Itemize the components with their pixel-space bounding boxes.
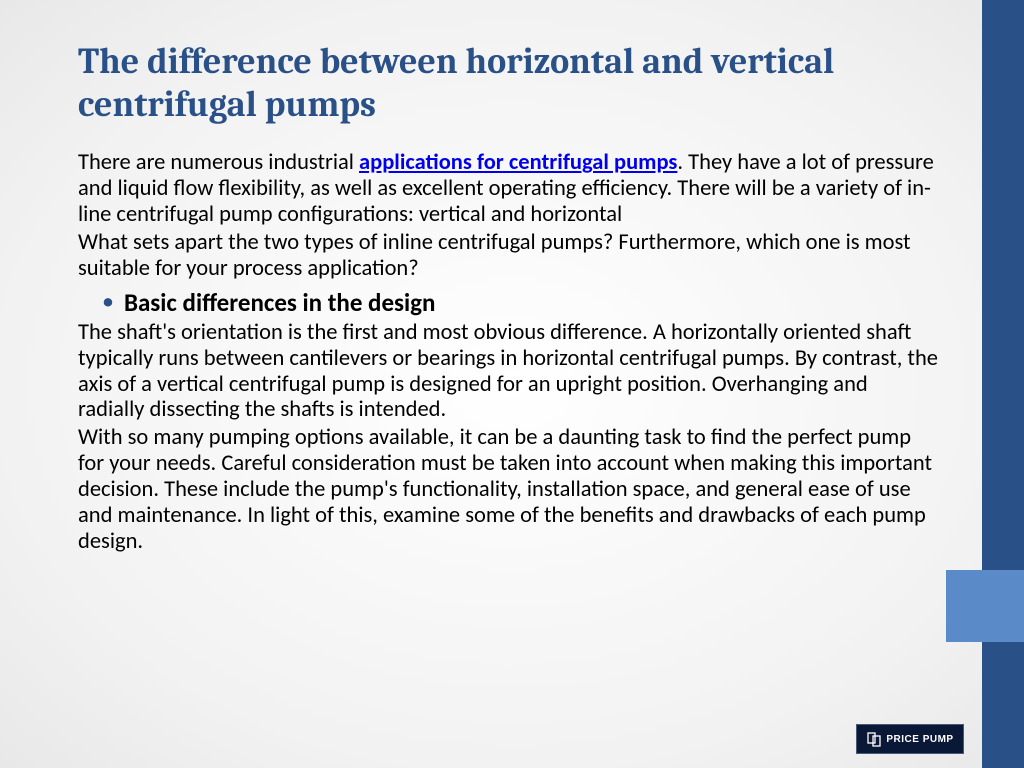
- paragraph-4: With so many pumping options available, …: [78, 425, 938, 554]
- bullet-item-1: • Basic differences in the design: [78, 288, 938, 318]
- slide-title: The difference between horizontal and ve…: [78, 40, 938, 126]
- sidebar-light-block: [946, 570, 1024, 642]
- bullet-dot-icon: •: [102, 288, 114, 318]
- slide-content: The difference between horizontal and ve…: [78, 40, 938, 557]
- centrifugal-pumps-link[interactable]: applications for centrifugal pumps: [359, 149, 677, 176]
- bullet-1-text: Basic differences in the design: [124, 288, 436, 318]
- logo-text: PRICE PUMP: [886, 734, 953, 745]
- pump-icon: [866, 730, 884, 748]
- price-pump-logo: PRICE PUMP: [856, 724, 964, 754]
- paragraph-3: The shaft's orientation is the first and…: [78, 320, 938, 424]
- paragraph-1: There are numerous industrial applicatio…: [78, 150, 938, 228]
- sidebar-dark-stripe: [982, 0, 1024, 768]
- paragraph-2: What sets apart the two types of inline …: [78, 230, 938, 282]
- para1-pre-text: There are numerous industrial: [78, 149, 359, 176]
